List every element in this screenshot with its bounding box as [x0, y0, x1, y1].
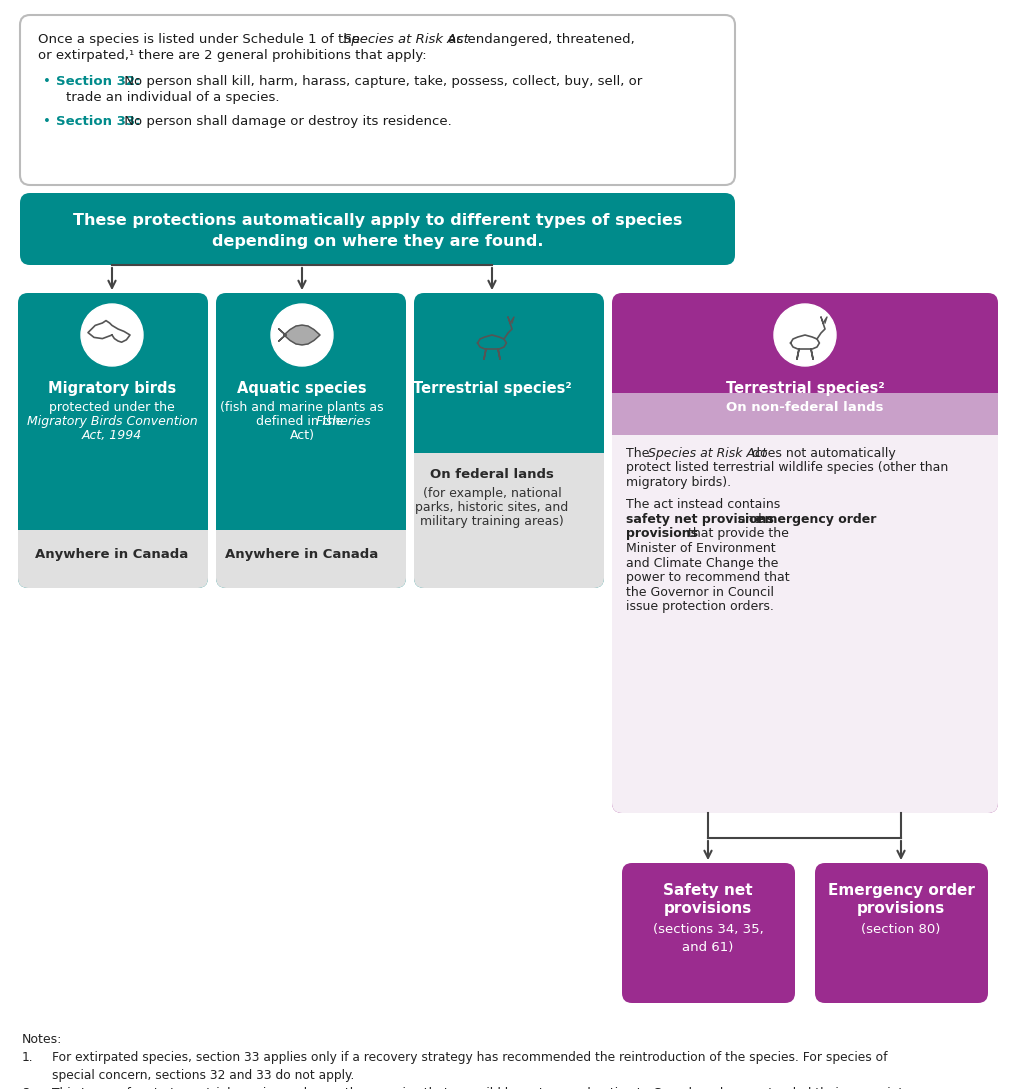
Text: Emergency order: Emergency order — [827, 883, 975, 898]
Text: Aquatic species: Aquatic species — [238, 381, 367, 396]
Text: These protections automatically apply to different types of species: These protections automatically apply to… — [73, 213, 682, 228]
Text: Fisheries: Fisheries — [316, 415, 372, 428]
Bar — [18, 530, 208, 542]
Text: the Governor in Council: the Governor in Council — [626, 586, 774, 599]
Text: Safety net: Safety net — [664, 883, 753, 898]
Text: defined in the: defined in the — [256, 415, 347, 428]
Text: Notes:: Notes: — [22, 1033, 62, 1047]
FancyBboxPatch shape — [622, 862, 795, 1003]
Bar — [612, 393, 998, 407]
Text: Anywhere in Canada: Anywhere in Canada — [225, 548, 379, 561]
Text: Species at Risk Act: Species at Risk Act — [343, 33, 469, 46]
FancyBboxPatch shape — [612, 393, 998, 449]
FancyBboxPatch shape — [414, 293, 604, 588]
Text: Anywhere in Canada: Anywhere in Canada — [36, 548, 188, 561]
Text: military training areas): military training areas) — [420, 515, 564, 528]
Text: or extirpated,¹ there are 2 general prohibitions that apply:: or extirpated,¹ there are 2 general proh… — [38, 49, 427, 62]
Text: issue protection orders.: issue protection orders. — [626, 600, 774, 613]
Text: depending on where they are found.: depending on where they are found. — [212, 234, 544, 249]
FancyBboxPatch shape — [612, 435, 998, 813]
Text: This term refers to terrestrial species and any other species that are wild by n: This term refers to terrestrial species … — [52, 1087, 929, 1089]
Text: 1.: 1. — [22, 1051, 34, 1064]
Circle shape — [271, 304, 333, 366]
Text: Act): Act) — [290, 429, 314, 442]
Text: does not automatically: does not automatically — [748, 446, 896, 460]
Text: Migratory Birds Convention: Migratory Birds Convention — [27, 415, 198, 428]
Text: (fish and marine plants as: (fish and marine plants as — [220, 401, 384, 414]
Text: •: • — [43, 115, 51, 129]
FancyBboxPatch shape — [216, 530, 406, 588]
Text: Terrestrial species²: Terrestrial species² — [726, 381, 885, 396]
Text: The: The — [626, 446, 653, 460]
Circle shape — [81, 304, 143, 366]
Text: Once a species is listed under Schedule 1 of the: Once a species is listed under Schedule … — [38, 33, 365, 46]
Text: parks, historic sites, and: parks, historic sites, and — [416, 501, 568, 514]
Bar — [216, 530, 406, 542]
Text: Migratory birds: Migratory birds — [48, 381, 176, 396]
Text: provisions: provisions — [857, 901, 945, 916]
Text: On federal lands: On federal lands — [430, 468, 554, 481]
Text: 2.: 2. — [22, 1087, 34, 1089]
FancyBboxPatch shape — [20, 15, 735, 185]
Text: trade an individual of a species.: trade an individual of a species. — [66, 91, 280, 105]
Text: (for example, national: (for example, national — [423, 487, 561, 500]
Bar — [612, 435, 998, 446]
Text: (section 80): (section 80) — [861, 923, 941, 937]
Text: power to recommend that: power to recommend that — [626, 571, 790, 584]
Polygon shape — [284, 326, 319, 345]
Text: Minister of Environment: Minister of Environment — [626, 542, 775, 555]
FancyBboxPatch shape — [18, 293, 208, 588]
FancyBboxPatch shape — [414, 453, 604, 588]
Text: Section 33:: Section 33: — [56, 115, 140, 129]
Text: as endangered, threatened,: as endangered, threatened, — [444, 33, 635, 46]
Text: migratory birds).: migratory birds). — [626, 476, 731, 489]
FancyBboxPatch shape — [815, 862, 988, 1003]
Circle shape — [774, 304, 836, 366]
Text: Terrestrial species²: Terrestrial species² — [413, 381, 571, 396]
Text: protected under the: protected under the — [49, 401, 175, 414]
FancyBboxPatch shape — [18, 530, 208, 588]
Text: provisions: provisions — [664, 901, 752, 916]
Text: •: • — [43, 75, 51, 88]
Text: and Climate Change the: and Climate Change the — [626, 556, 778, 570]
Text: protect listed terrestrial wildlife species (other than: protect listed terrestrial wildlife spec… — [626, 462, 948, 475]
FancyBboxPatch shape — [612, 293, 998, 813]
Text: Species at Risk Act: Species at Risk Act — [648, 446, 767, 460]
Text: On non-federal lands: On non-federal lands — [726, 401, 884, 414]
Text: No person shall damage or destroy its residence.: No person shall damage or destroy its re… — [120, 115, 452, 129]
Text: emergency order: emergency order — [756, 513, 877, 526]
Text: The act instead contains: The act instead contains — [626, 499, 780, 512]
FancyBboxPatch shape — [216, 293, 406, 588]
Text: provisions: provisions — [626, 527, 698, 540]
FancyBboxPatch shape — [20, 193, 735, 265]
Text: and: and — [734, 513, 766, 526]
Bar — [414, 453, 604, 465]
Text: Act, 1994: Act, 1994 — [82, 429, 142, 442]
Text: Section 32:: Section 32: — [56, 75, 140, 88]
Text: For extirpated species, section 33 applies only if a recovery strategy has recom: For extirpated species, section 33 appli… — [52, 1051, 888, 1082]
Text: (sections 34, 35,
and 61): (sections 34, 35, and 61) — [652, 923, 763, 954]
Text: No person shall kill, harm, harass, capture, take, possess, collect, buy, sell, : No person shall kill, harm, harass, capt… — [120, 75, 642, 88]
Text: that provide the: that provide the — [684, 527, 788, 540]
Text: safety net provisions: safety net provisions — [626, 513, 774, 526]
